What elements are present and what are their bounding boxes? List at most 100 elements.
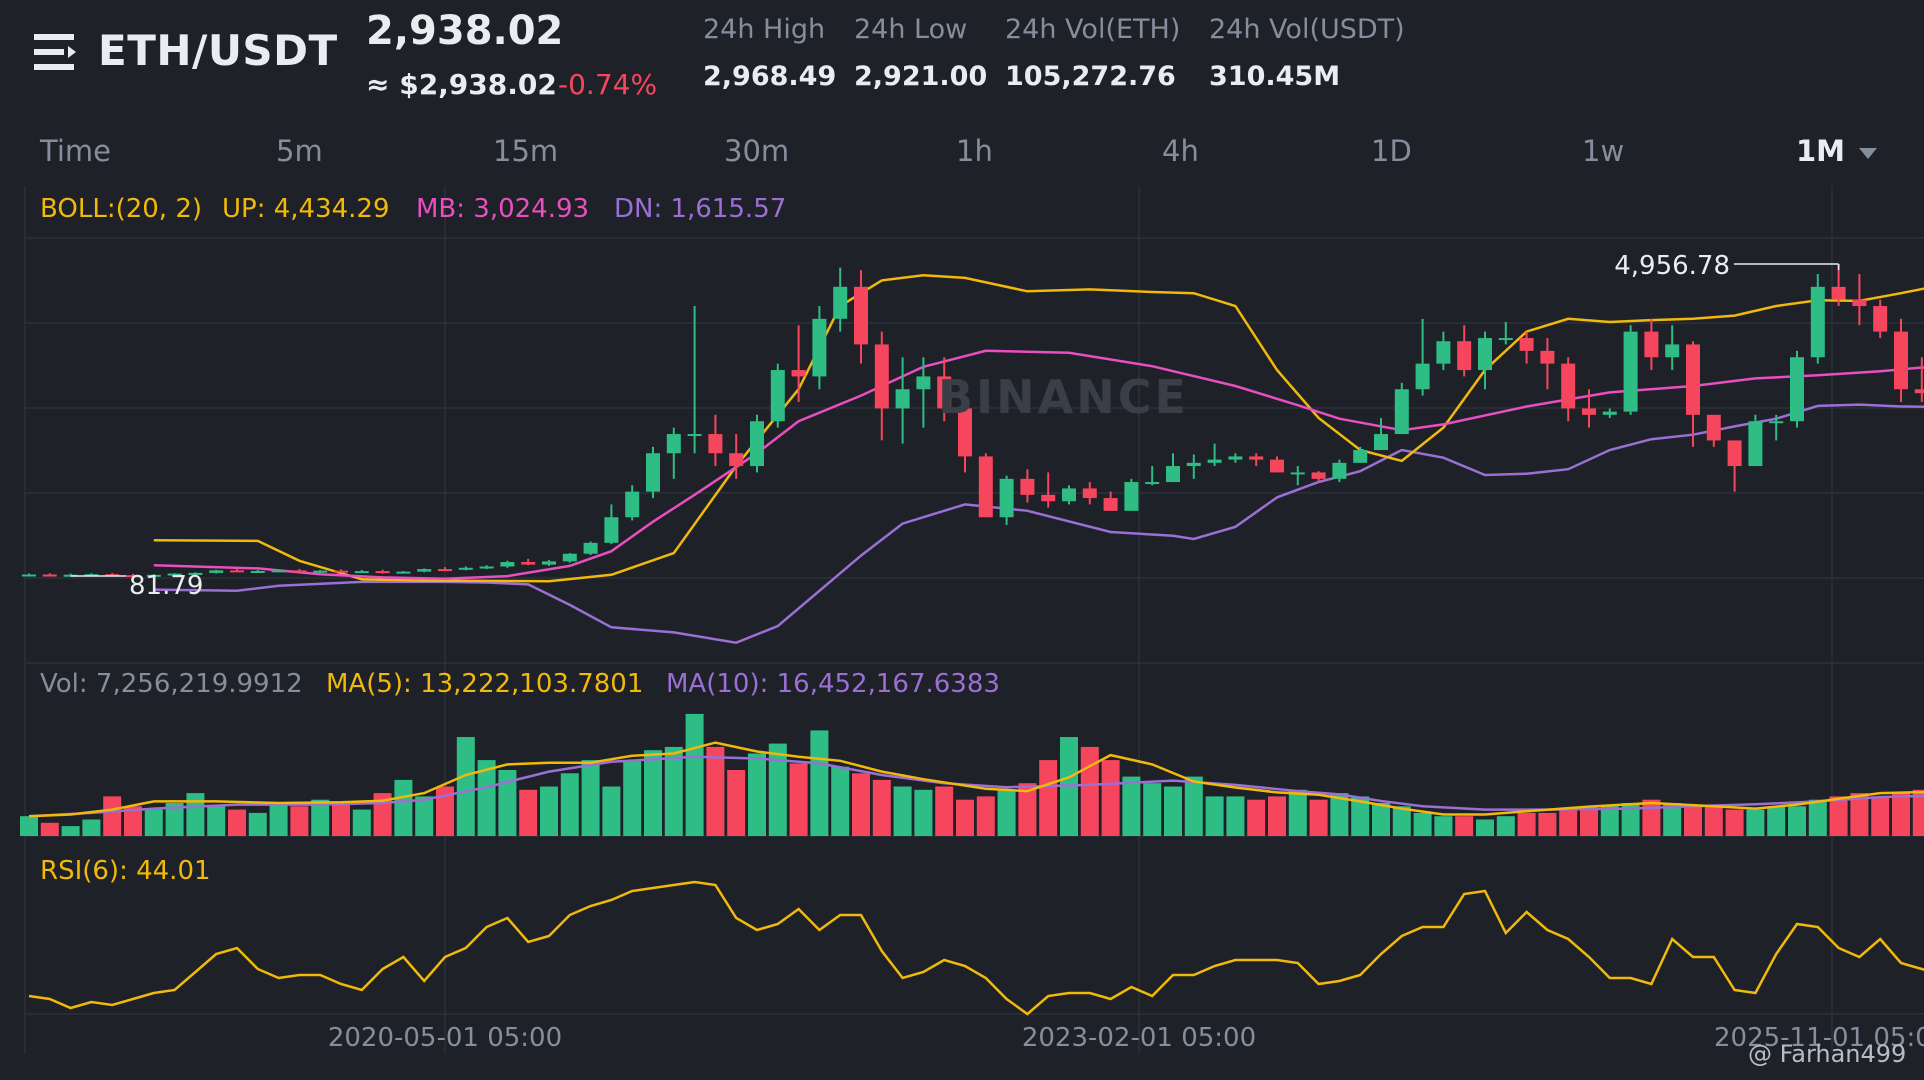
volume-bar [1372, 803, 1390, 836]
candle-body [1207, 459, 1222, 463]
tab-15m[interactable]: 15m [493, 134, 559, 168]
volume-bar [1496, 816, 1515, 836]
volume-bar [1143, 783, 1162, 836]
boll-dn-line [153, 403, 1924, 644]
volume-bar [872, 779, 891, 836]
volume-bar [1559, 809, 1578, 836]
volume-bar [935, 786, 954, 836]
candle-body [1498, 338, 1513, 341]
candle-body [334, 570, 348, 573]
candle-body [1062, 488, 1076, 502]
volume-bar [103, 796, 122, 836]
volume-bar [706, 746, 725, 836]
candle-body [1894, 331, 1908, 390]
rsi-series [28, 880, 1924, 1016]
tab-1m[interactable]: 1M [1796, 134, 1878, 168]
volume-bar [40, 822, 59, 836]
tab-1w[interactable]: 1w [1582, 134, 1625, 168]
stat-24h-high: 24h High 2,968.49 [703, 14, 836, 92]
candle-body [542, 561, 556, 565]
volume-ma5-line [28, 741, 1924, 818]
candle-body [1311, 472, 1326, 479]
candle-body [646, 453, 660, 492]
volume-bar [1912, 789, 1924, 836]
ticker-header: ETH/USDT 2,938.02 ≈ $2,938.02 -0.74% 24h… [0, 0, 1924, 120]
candle-body [105, 574, 120, 577]
trading-pair[interactable]: ETH/USDT [98, 26, 338, 75]
candle-body [1519, 338, 1534, 351]
candle-body [521, 562, 536, 565]
candle-body [791, 370, 806, 377]
x-tick-label: 2023-02-01 05:00 [1022, 1023, 1256, 1053]
candle-body [500, 562, 515, 567]
x-tick-label: 2025-11-01 05:00 [1714, 1023, 1924, 1053]
candle-body [1041, 494, 1056, 502]
volume-bar [456, 737, 475, 836]
tab-30m[interactable]: 30m [724, 134, 790, 168]
volume-bar [1309, 799, 1328, 836]
candle-body [146, 574, 161, 577]
stat-label: 24h Low [854, 14, 968, 45]
candle-body [438, 569, 452, 572]
tab-4h[interactable]: 4h [1162, 134, 1199, 168]
stat-label: 24h Vol(ETH) [1005, 14, 1181, 45]
candle-body [604, 517, 619, 543]
boll-dn-value: DN: 1,615.57 [614, 194, 787, 224]
volume-bar [768, 743, 787, 836]
last-price: 2,938.02 [366, 8, 564, 54]
tab-1h[interactable]: 1h [956, 134, 993, 168]
price-change: -0.74% [558, 68, 658, 101]
volume-bar [810, 730, 829, 836]
candle-body [1394, 389, 1409, 435]
bollinger-bands [153, 274, 1924, 644]
volume-bar [436, 786, 454, 836]
candle-body [895, 389, 910, 409]
candle-body [1270, 459, 1284, 473]
tab-5m[interactable]: 5m [276, 134, 323, 168]
volume-bar [269, 803, 288, 836]
tab-1d[interactable]: 1D [1371, 134, 1412, 168]
menu-icon[interactable] [34, 32, 78, 72]
candle-body [1332, 462, 1347, 479]
candle-body [167, 573, 182, 576]
candle-body [750, 421, 764, 467]
volume-bar [1788, 806, 1806, 836]
candle-body [1686, 344, 1700, 415]
volume-bar [498, 770, 517, 836]
candle-body [1249, 456, 1264, 460]
stat-value: 105,272.76 [1005, 61, 1176, 92]
binance-watermark: BINANCE [938, 370, 1189, 424]
candle-body [729, 453, 744, 467]
candle-body [1665, 344, 1680, 358]
volume-bar [664, 746, 683, 836]
volume-bar [248, 812, 267, 836]
volume-bar [352, 809, 371, 836]
volume-bar [1476, 819, 1494, 836]
volume-bar [207, 806, 226, 836]
boll-up-line [153, 274, 1924, 583]
boll-label: BOLL:(20, 2) [40, 194, 203, 224]
min-price-label: 81.79 [129, 571, 203, 601]
candle-body [1727, 440, 1742, 467]
volume-series [20, 713, 1924, 836]
candle-body [666, 434, 681, 454]
volume-bar [1892, 793, 1910, 836]
candle-body [833, 286, 848, 319]
candle-body [458, 567, 473, 570]
tab-time[interactable]: Time [40, 134, 111, 168]
rsi-value: RSI(6): 44.01 [40, 856, 211, 886]
candle-body [1124, 482, 1139, 511]
candle-body [1748, 421, 1763, 467]
candlestick-series [22, 264, 1924, 578]
candle-body [1103, 498, 1118, 511]
stat-label: 24h Vol(USDT) [1209, 14, 1405, 45]
volume-bar [1538, 812, 1557, 836]
volume-bar [1871, 796, 1890, 836]
volume-bar [1829, 796, 1848, 836]
candle-body [770, 370, 785, 422]
candle-body [1436, 341, 1451, 364]
candle-body [1873, 306, 1888, 332]
candle-body [854, 286, 868, 345]
candle-body [874, 344, 889, 409]
